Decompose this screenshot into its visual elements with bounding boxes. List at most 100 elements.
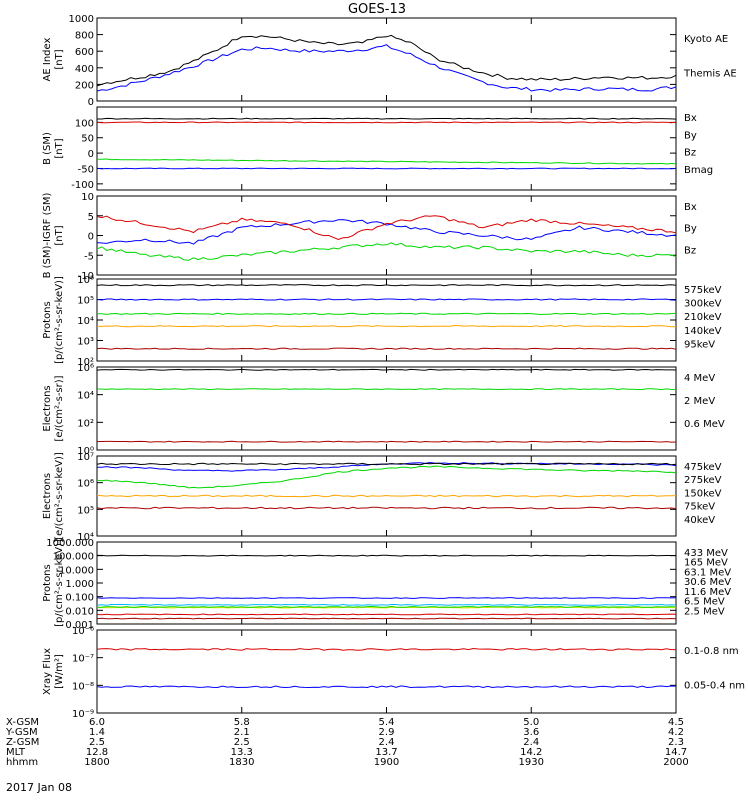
y-axis-label-line: [W/m²] [54, 654, 65, 689]
y-tick-label: -100 [71, 180, 94, 191]
series-line-themis-ae [96, 34, 677, 87]
x-axis-row-label: Y-GSM [5, 727, 38, 738]
panel-frame [96, 629, 677, 714]
y-axis-label-line: [nT] [54, 49, 65, 69]
panel-protons_low: 10² 10³ 10⁴ 10⁵ 10⁶ Protons[p/(cm²-s-sr-keV)]… [42, 275, 722, 368]
legend-entry: 0.6 MeV [684, 419, 725, 430]
y-tick-label: 10⁴ [77, 316, 94, 327]
y-tick-label: 10² [77, 418, 94, 429]
y-axis-label-line: Protons [42, 301, 53, 338]
x-axis-value: 5.0 [523, 717, 539, 728]
legend-entry: 2 MeV [684, 396, 715, 407]
series-line-11-6-mev [96, 603, 677, 606]
legend-entry: 4 MeV [684, 373, 715, 384]
panel-ae: 0 200 400 600 800 1000 AE Index[nT] Kyoto AE The… [42, 14, 737, 108]
panel-protons_high: 0.001 0.010 0.100 1.000 10.000 100.000 1000.00… [42, 538, 731, 631]
x-axis-value: 3.6 [523, 727, 539, 738]
x-axis-value: 12.8 [86, 747, 108, 758]
y-tick-label: 10⁶ [77, 363, 94, 374]
legend-entry: Bz [684, 245, 696, 256]
y-tick-label: 10⁵ [77, 296, 94, 307]
series-line-0-6-mev [96, 368, 677, 371]
series-line-kyoto-ae [96, 44, 677, 92]
panel-frame [96, 17, 677, 102]
y-axis-label-line: B (SM) [42, 132, 53, 165]
y-tick-label: 10⁵ [77, 505, 94, 516]
series-line-575kev [96, 347, 677, 350]
y-tick-label: 0 [88, 232, 94, 243]
y-axis-label: Protons[p/(cm²-s-sr-keV)] [42, 539, 65, 627]
y-axis-label-line: Xray Flux [42, 648, 53, 695]
y-tick-label: 10⁷ [77, 452, 94, 463]
series-line-140kev [96, 298, 677, 301]
y-tick-label: 10⁴ [77, 532, 94, 543]
x-axis-value: 14.7 [665, 747, 687, 758]
y-axis-label: Electrons[e/(cm²-s-sr-keV)] [42, 452, 65, 540]
legend-entry: 433 MeV [684, 548, 728, 559]
y-axis-label: Protons[p/(cm²-s-sr-keV)] [42, 276, 65, 364]
legend-entry: Kyoto AE [684, 34, 728, 45]
x-axis-row-label: hhmm [6, 757, 38, 768]
series-line-2-mev [96, 388, 677, 391]
y-tick-label: 10³ [77, 337, 94, 348]
y-tick-label: 0.001 [65, 620, 94, 631]
x-axis-value: 2.5 [89, 737, 105, 748]
y-tick-label: 0 [88, 149, 94, 160]
legend-entry: 0.1-0.8 nm [684, 646, 739, 657]
legend-entry: Bx [684, 202, 697, 213]
y-axis-label: B (SM)-IGRF (SM)[nT] [42, 193, 65, 279]
series-line-6-5-mev [96, 597, 677, 599]
y-tick-label: 5 [88, 212, 94, 223]
legend-entry: 575keV [684, 285, 722, 296]
y-tick-label: -10 [78, 271, 94, 282]
y-axis-label: Electrons[e/(cm²-s-sr)] [42, 375, 65, 441]
y-tick-label: 600 [75, 47, 94, 58]
y-tick-label: 400 [75, 64, 94, 75]
y-axis-label-line: AE Index [42, 37, 53, 81]
series-line-30-6-mev [96, 605, 677, 608]
legend-entry: 150keV [684, 488, 722, 499]
legend-entry: 2.5 MeV [684, 606, 725, 617]
x-axis-value: 6.0 [89, 717, 105, 728]
x-axis-value: 2.9 [379, 727, 395, 738]
legend-entry: Bx [684, 113, 697, 124]
x-axis-value: 2.3 [668, 737, 684, 748]
y-tick-label: 1.000 [65, 579, 94, 590]
y-tick-label: 200 [75, 80, 94, 91]
panel-frame [96, 195, 677, 276]
x-axis-value: 13.7 [375, 747, 397, 758]
x-axis-value: 1.4 [89, 727, 105, 738]
legend-entry: By [684, 130, 697, 141]
series-line-bx [96, 167, 677, 170]
series-line-300kev [96, 324, 677, 328]
legend-entry: Themis AE [683, 69, 737, 80]
series-line-165-mev [96, 613, 677, 616]
legend-entry: 140keV [684, 326, 722, 337]
legend-entry: 300keV [684, 299, 722, 310]
x-axis-value: 2000 [663, 757, 688, 768]
panel-frame [96, 366, 677, 451]
series-line-275kev [96, 494, 677, 498]
legend-entry: 6.5 MeV [684, 597, 725, 608]
y-axis-label-line: [e/(cm²-s-sr)] [54, 375, 65, 441]
legend-entry: 30.6 MeV [684, 577, 731, 588]
y-axis-label-line: Protons [42, 564, 53, 601]
y-tick-label: 1000.000 [46, 538, 94, 549]
x-axis-value: 4.5 [668, 717, 684, 728]
x-axis-value: 1830 [229, 757, 254, 768]
y-tick-label: 800 [75, 31, 94, 42]
y-tick-label: 100 [75, 118, 94, 129]
y-axis-label-line: B (SM)-IGRF (SM) [42, 193, 53, 279]
legend-entry: 11.6 MeV [684, 587, 731, 598]
series-line-0-1-0-8-nm [96, 647, 676, 651]
y-tick-label: 10⁻⁶ [72, 626, 94, 637]
series-line-0-05-0-4-nm [96, 685, 677, 689]
series-line-bx [96, 219, 677, 245]
x-axis-value: 13.3 [231, 747, 253, 758]
y-tick-label: 50 [81, 134, 94, 145]
y-axis-label: B (SM)[nT] [42, 132, 65, 165]
legend-entry: Bmag [684, 165, 713, 176]
y-tick-label: 10⁶ [77, 479, 94, 490]
y-tick-label: 10⁰ [77, 446, 94, 457]
